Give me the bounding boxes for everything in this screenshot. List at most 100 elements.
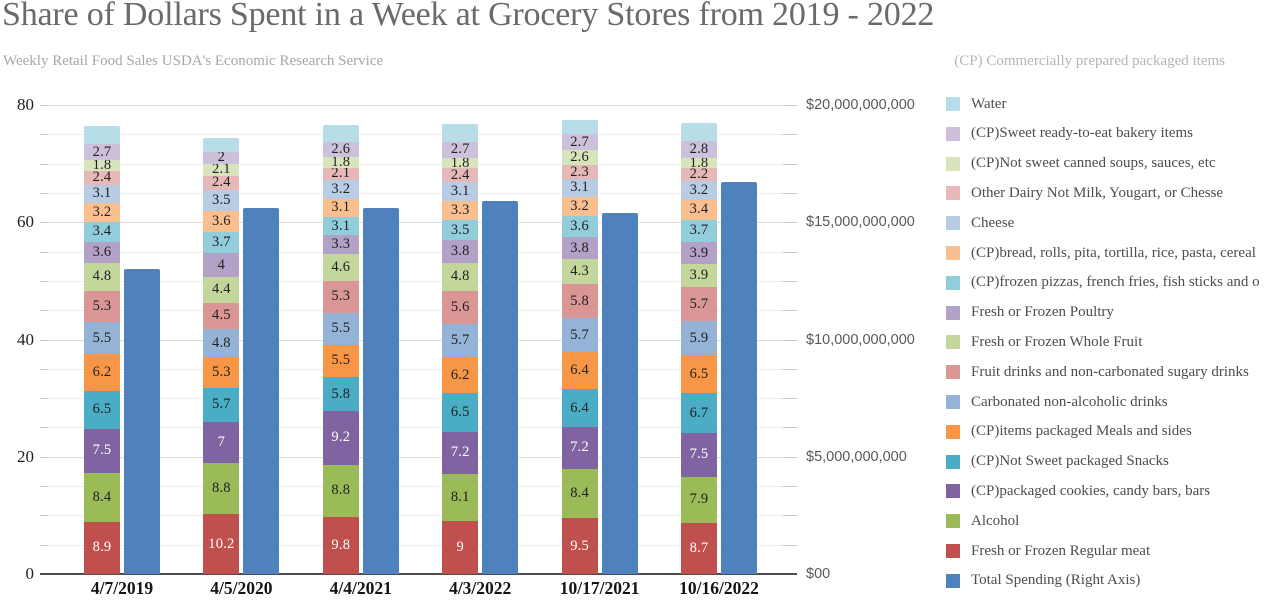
total-spending-bar	[243, 208, 280, 574]
bar-segment: 1.8	[322, 155, 359, 169]
bar-segment: 1.8	[681, 155, 717, 170]
gridline	[48, 222, 783, 224]
bar-segment-value: 3.6	[92, 243, 112, 260]
legend-item: Fresh or Frozen Whole Fruit	[946, 327, 1142, 357]
legend-label: Total Spending (Right Axis)	[971, 572, 1141, 589]
left-axis-tick	[40, 134, 48, 136]
bar-segment: 8.9	[84, 521, 120, 574]
left-axis-tick	[40, 280, 48, 282]
bar-segment: 3.9	[681, 264, 717, 288]
bar-segment-value: 6.5	[689, 365, 709, 382]
bar-segment-value: 1.8	[450, 154, 470, 171]
right-axis-tick	[783, 368, 797, 370]
bar-segment: 3.3	[442, 200, 479, 220]
bar-segment: 5.7	[681, 287, 717, 321]
bar-segment: 5.7	[561, 318, 598, 352]
bar-segment: 3.9	[681, 241, 717, 265]
bar-segment-value: 4.8	[92, 268, 112, 285]
bar-segment: 4.5	[203, 302, 240, 329]
bar-segment: 4.8	[203, 328, 240, 358]
bar-segment-value: 6.4	[570, 399, 589, 416]
bar-segment-value: 8.1	[450, 488, 470, 505]
bar-segment-value: 2.1	[212, 161, 231, 178]
bar-segment-value: 2.6	[331, 141, 351, 158]
x-axis-line	[40, 573, 797, 575]
bar-segment-value: 7.9	[689, 491, 709, 508]
bar-segment-value: 4.5	[212, 307, 231, 324]
legend-item: Fresh or Frozen Regular meat	[946, 536, 1150, 566]
left-axis-tick	[40, 486, 48, 488]
bar-segment: 5.3	[84, 290, 120, 322]
left-axis-tick	[40, 515, 48, 517]
left-axis-tick	[40, 251, 48, 253]
legend-swatch	[946, 424, 960, 439]
gridline	[48, 105, 783, 106]
bar-segment: 3.7	[203, 231, 240, 254]
right-axis-tick	[783, 427, 797, 429]
left-axis-tick	[40, 105, 48, 106]
bar-segment-value: 3.1	[570, 179, 589, 196]
legend-swatch	[946, 246, 960, 260]
bar-segment: 3.5	[442, 219, 479, 241]
legend-item: Fresh or Frozen Poultry	[946, 298, 1114, 328]
gridline	[48, 368, 783, 370]
gridline	[48, 280, 783, 282]
bar-segment-value: 6.7	[689, 404, 709, 421]
bar-segment: 1.8	[442, 154, 479, 171]
bar-segment: 2.1	[203, 161, 240, 178]
bar-segment-value: 9.5	[570, 537, 589, 554]
bar-segment: 2.4	[442, 168, 479, 183]
left-axis-tick	[40, 310, 48, 312]
right-axis-tick	[783, 398, 797, 400]
legend-swatch	[946, 514, 960, 529]
bar-segment: 3.1	[442, 182, 479, 201]
bar-segment: 5.6	[442, 290, 479, 324]
legend-item: Cheese	[946, 208, 1014, 238]
bar-segment: 7.2	[442, 431, 479, 474]
legend-label: (CP)packaged cookies, candy bars, bars	[971, 482, 1211, 499]
bar-segment-value: 2.8	[689, 141, 709, 158]
bar-segment: 6.5	[442, 393, 479, 432]
left-axis-tick	[40, 398, 48, 400]
bar-segment-value: 2.7	[92, 143, 112, 160]
legend-swatch	[946, 544, 960, 558]
bar-segment-value: 5.3	[92, 297, 112, 314]
bar-segment-value: 3.3	[331, 236, 351, 253]
legend-item: Carbonated non-alcoholic drinks	[946, 387, 1168, 417]
bar-segment-value: 3.2	[92, 203, 112, 220]
bar-segment-value: 7.2	[570, 439, 589, 456]
bar-segment: 3.8	[442, 240, 479, 263]
bar-segment: 3.1	[84, 184, 120, 203]
bar-segment: 2.6	[561, 150, 598, 166]
bar-segment-value: 6.5	[92, 401, 112, 418]
right-axis-tick	[783, 192, 797, 194]
x-axis-label: 4/5/2020	[210, 578, 273, 598]
bar-segment: 7	[203, 421, 240, 463]
legend-label: (CP)Not Sweet packaged Snacks	[971, 453, 1169, 470]
right-axis-tick	[783, 339, 797, 341]
gridline	[48, 427, 783, 429]
bar-segment: 4.3	[561, 259, 598, 285]
bar-segment: 6.2	[442, 357, 479, 394]
bar-segment-value: 2.1	[331, 165, 351, 182]
bar-segment: 2.4	[203, 175, 240, 190]
legend-label: (CP)items packaged Meals and sides	[971, 423, 1192, 440]
x-axis-label: 10/16/2022	[679, 578, 759, 598]
left-axis-label: 40	[17, 329, 34, 349]
left-axis-tick	[40, 456, 48, 458]
bar-segment: 4.4	[203, 276, 240, 303]
gridline	[48, 310, 783, 312]
gridline	[48, 134, 783, 136]
legend-item: (CP)items packaged Meals and sides	[946, 417, 1192, 447]
bar-segment: 4	[203, 253, 240, 277]
right-axis-tick	[783, 222, 797, 224]
bar-segment: 2	[203, 150, 240, 165]
legend-label: (CP)bread, rolls, pita, tortilla, rice, …	[971, 244, 1256, 261]
chart-subtitle-cp-note: (CP) Commercially prepared packaged item…	[954, 53, 1225, 69]
right-axis-tick	[783, 486, 797, 488]
bar-segment-value: 3.8	[450, 243, 470, 260]
left-axis-label: 80	[17, 95, 34, 114]
legend-swatch	[946, 97, 960, 111]
bar-segment-value: 6.2	[92, 363, 112, 380]
right-axis-tick	[783, 515, 797, 517]
